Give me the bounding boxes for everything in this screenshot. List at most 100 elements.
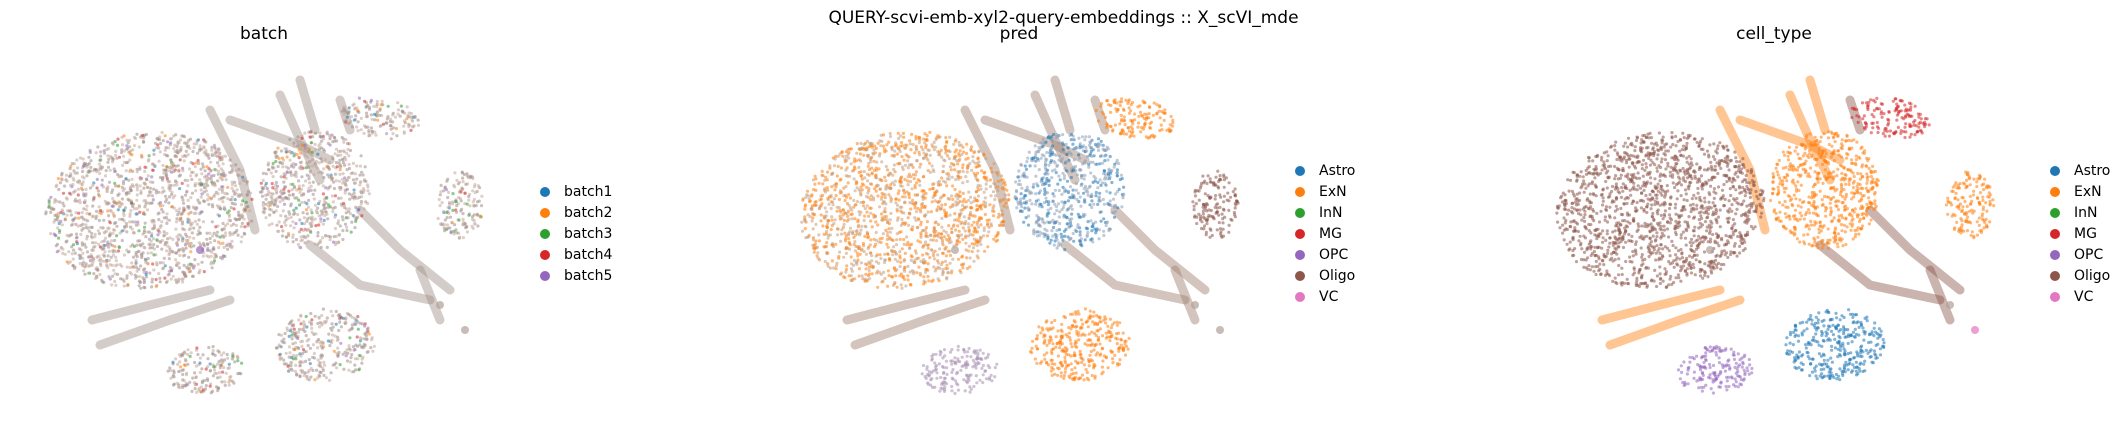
cell-point xyxy=(240,178,244,182)
cell-point xyxy=(1047,178,1051,182)
cell-point xyxy=(936,277,940,281)
cell-point xyxy=(341,229,345,233)
cell-point xyxy=(215,230,219,234)
cell-point xyxy=(327,332,331,336)
cell-point xyxy=(918,208,922,212)
cell-point xyxy=(924,270,928,274)
cell-point xyxy=(826,264,830,268)
cell-point xyxy=(884,179,888,183)
cell-point xyxy=(193,360,197,365)
cell-point xyxy=(307,147,312,151)
cell-point xyxy=(295,373,299,377)
cell-point xyxy=(188,354,192,358)
cell-point xyxy=(180,134,184,138)
cell-point xyxy=(867,272,871,276)
cell-point xyxy=(1063,167,1067,171)
cell-point xyxy=(942,229,946,233)
cell-point xyxy=(95,177,99,181)
cell-point xyxy=(863,141,868,145)
cell-point xyxy=(446,177,450,181)
cell-point xyxy=(196,262,200,266)
cell-point xyxy=(303,241,307,245)
cell-point xyxy=(829,227,833,232)
cell-point xyxy=(1102,169,1106,173)
cell-point xyxy=(389,117,393,121)
cell-point xyxy=(900,247,904,251)
cell-point xyxy=(210,250,214,254)
cell-point xyxy=(840,150,844,154)
cell-point xyxy=(438,204,442,208)
cell-point xyxy=(888,186,893,190)
cell-point xyxy=(462,172,466,177)
cell-point xyxy=(933,191,937,195)
cell-point xyxy=(1064,142,1068,146)
cell-point xyxy=(350,193,354,197)
cell-point xyxy=(115,224,119,228)
cell-point xyxy=(903,251,907,255)
cell-point xyxy=(864,252,868,256)
cell-point xyxy=(175,263,179,268)
cell-point xyxy=(982,171,986,175)
cell-point xyxy=(365,114,369,118)
cell-point xyxy=(855,200,860,204)
cell-point xyxy=(182,379,186,383)
cell-point xyxy=(1105,221,1109,225)
cell-point xyxy=(151,180,155,184)
cell-point xyxy=(984,182,988,186)
cell-point xyxy=(913,206,917,210)
cell-point xyxy=(124,169,128,173)
cell-point xyxy=(227,209,231,213)
cell-point xyxy=(373,130,377,134)
cell-point xyxy=(917,153,922,157)
cell-point xyxy=(146,230,150,234)
cell-point xyxy=(1058,210,1062,214)
cell-point xyxy=(164,146,168,150)
cell-point xyxy=(175,144,179,149)
cell-point xyxy=(873,144,877,148)
cell-point xyxy=(242,217,246,221)
cell-point xyxy=(62,212,66,216)
cell-point xyxy=(940,203,944,207)
cell-point xyxy=(351,161,355,165)
cell-point xyxy=(395,134,399,138)
cell-point xyxy=(480,194,484,198)
cell-cluster-filament xyxy=(850,295,990,350)
cell-point xyxy=(135,243,139,247)
cell-point xyxy=(315,340,319,344)
cell-point xyxy=(908,270,912,274)
cell-point xyxy=(1001,220,1005,224)
cell-point xyxy=(303,200,307,204)
cell-point xyxy=(471,217,475,221)
cell-point xyxy=(867,214,871,218)
cell-point xyxy=(1083,173,1087,177)
cell-point xyxy=(162,256,166,260)
cell-point xyxy=(343,206,347,210)
cell-point xyxy=(198,356,202,360)
cell-point xyxy=(1069,175,1073,180)
cell-point xyxy=(1015,206,1019,210)
cell-point xyxy=(309,375,313,379)
cell-point xyxy=(835,261,839,265)
cell-point xyxy=(268,213,272,217)
cell-point xyxy=(906,175,910,179)
cell-point xyxy=(906,183,910,187)
cell-point xyxy=(236,194,240,198)
cell-point xyxy=(286,216,290,220)
cell-point xyxy=(901,131,905,135)
cell-cluster xyxy=(44,130,254,290)
cell-point xyxy=(173,194,177,198)
cell-point xyxy=(866,164,870,168)
cell-point xyxy=(195,222,199,226)
cell-point xyxy=(311,218,315,222)
cell-point xyxy=(909,175,913,179)
cell-point xyxy=(391,120,395,124)
cell-point xyxy=(880,218,884,222)
cell-point xyxy=(206,176,210,180)
cell-point xyxy=(826,198,830,202)
cell-point xyxy=(237,217,241,221)
cell-point xyxy=(330,341,334,345)
cell-point xyxy=(1083,238,1087,242)
cell-point xyxy=(944,254,948,258)
cell-point xyxy=(86,271,90,275)
cell-point xyxy=(926,235,930,239)
